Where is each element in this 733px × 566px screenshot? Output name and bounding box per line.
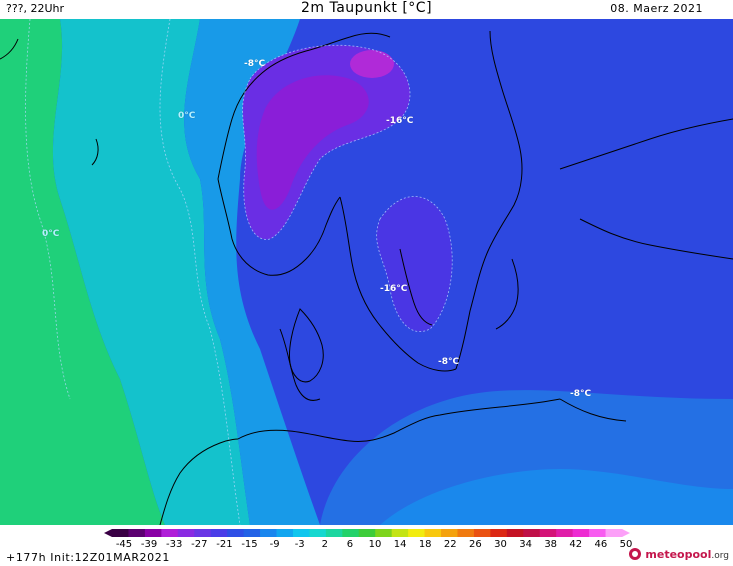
color-scale-cell <box>194 529 212 537</box>
color-scale-cell <box>358 529 376 537</box>
color-scale-cell <box>424 529 442 537</box>
color-scale-tick-label: 18 <box>418 539 432 550</box>
color-scale-cell <box>276 529 294 537</box>
color-scale-cell <box>128 529 146 537</box>
color-scale-tick-label: 14 <box>393 539 407 550</box>
coastlines <box>0 30 733 525</box>
map-title: 2m Taupunkt [°C] <box>300 0 433 16</box>
color-scale-tick-label: -3 <box>294 539 305 550</box>
color-scale-cell <box>375 529 393 537</box>
color-scale-cell <box>260 529 278 537</box>
color-scale-cell <box>589 529 607 537</box>
color-scale-cell <box>161 529 179 537</box>
color-scale-cell <box>539 529 557 537</box>
color-scale-cell <box>473 529 491 537</box>
map-zone-cold-sweden <box>376 196 453 332</box>
contour-label-sweden-south: -16°C <box>380 284 408 294</box>
logo-drop-icon <box>629 548 642 560</box>
color-scale-ticks: -45 -39 -33 -27 -21 -15 -9 -3 2 6 10 14 18 22 26 30 34 38… <box>104 539 633 551</box>
color-scale-tick-label: 42 <box>569 539 583 550</box>
color-scale-cell <box>605 529 623 537</box>
color-scale-cell <box>292 529 310 537</box>
color-scale-tick-label: 34 <box>519 539 532 550</box>
contour-label-sweden-north: -16°C <box>386 116 414 126</box>
color-scale-cell <box>572 529 590 537</box>
map-svg <box>0 19 733 525</box>
color-scale-tick-label: -21 <box>216 539 233 550</box>
model-run-info: +177h Init:12Z01MAR2021 <box>6 551 170 564</box>
color-scale-cell <box>523 529 541 537</box>
legend-footer: -45 -39 -33 -27 -21 -15 -9 -3 2 6 10 14 18 22 26 30 34 38… <box>0 525 733 566</box>
logo-text: meteopool.org <box>645 547 729 561</box>
forecast-time-label: ???, 22Uhr <box>6 2 65 15</box>
forecast-date: 08. Maerz 2021 <box>610 2 703 15</box>
color-scale-cell <box>391 529 409 537</box>
header-bar: ???, 22Uhr 2m Taupunkt [°C] 08. Maerz 20… <box>0 0 733 19</box>
color-scale-cell <box>227 529 245 537</box>
color-scale-tick-label: -45 <box>115 539 133 550</box>
color-scale-tick-label: 38 <box>544 539 558 550</box>
color-scale-bar <box>104 529 630 537</box>
isotherm-contours <box>25 19 453 525</box>
color-scale-cell <box>556 529 574 537</box>
contour-label-baltic: -8°C <box>438 357 460 367</box>
color-scale-tick-label: 22 <box>443 539 457 550</box>
color-scale-cell <box>342 529 360 537</box>
color-scale-cell <box>325 529 343 537</box>
contour-label-north-sea: 0°C <box>178 111 196 121</box>
meteopool-logo[interactable]: meteopool.org <box>628 546 729 562</box>
color-scale-cell <box>177 529 195 537</box>
color-scale-cell <box>408 529 426 537</box>
color-scale-tick-label: 10 <box>368 539 382 550</box>
color-scale-cell <box>490 529 508 537</box>
contour-label-west: 0°C <box>42 229 60 239</box>
map-zone-lightblue <box>184 19 320 525</box>
color-scale-arrow-right <box>622 529 630 537</box>
color-scale-cell <box>243 529 261 537</box>
contour-label-norway: -8°C <box>244 59 266 69</box>
map-zone-colder-norway <box>256 75 369 210</box>
color-scale-cell <box>112 529 129 537</box>
map-zone-south-lightblue <box>380 469 733 525</box>
dewpoint-map: -8°C 0°C -16°C 0°C -16°C -8°C -8°C <box>0 19 733 525</box>
color-scale-tick-label: 46 <box>594 539 608 550</box>
color-scale-tick-label: 2 <box>321 539 328 550</box>
contour-label-east: -8°C <box>570 389 592 399</box>
color-scale-cell <box>309 529 327 537</box>
color-scale-tick-label: -15 <box>241 539 258 550</box>
color-scale-cell <box>441 529 458 537</box>
color-scale-tick-label: -39 <box>140 539 158 550</box>
color-scale-cell <box>506 529 524 537</box>
color-scale-cell <box>144 529 162 537</box>
map-zone-green <box>0 19 165 525</box>
color-scale-tick-label: 50 <box>619 539 633 550</box>
map-zone-teal <box>52 19 250 525</box>
color-scale-arrow-left <box>104 529 112 537</box>
color-scale-tick-label: -27 <box>191 539 208 550</box>
color-scale-cell <box>457 529 475 537</box>
map-zone-coldest <box>350 50 394 78</box>
color-scale-tick-label: -9 <box>269 539 280 550</box>
color-scale-tick-label: 26 <box>469 539 482 550</box>
color-scale-tick-label: 30 <box>494 539 507 550</box>
color-scale-tick-label: -33 <box>166 539 183 550</box>
color-scale-cell <box>210 529 228 537</box>
color-scale-tick-label: 6 <box>346 539 354 550</box>
